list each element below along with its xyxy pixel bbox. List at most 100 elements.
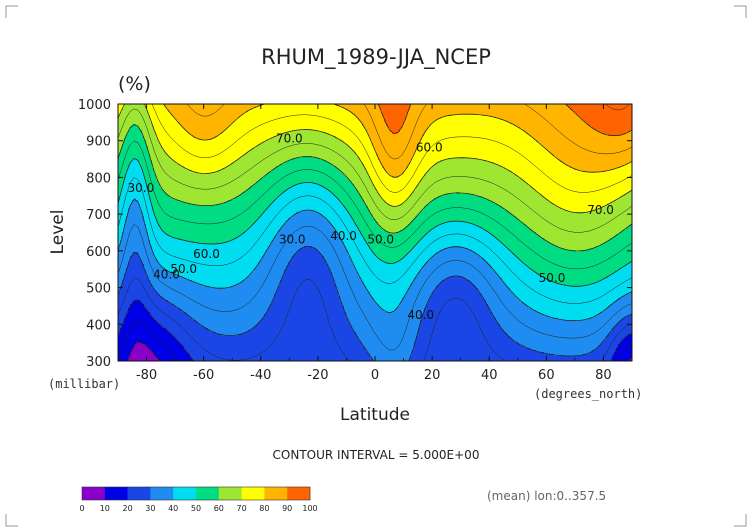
field-cell [122,310,125,313]
field-cell [176,106,179,109]
field-cell [184,256,187,259]
field-cell [174,144,177,147]
field-cell [118,266,121,269]
field-cell [156,216,159,219]
field-cell [134,116,137,119]
field-cell [180,162,183,165]
field-cell [144,286,147,289]
field-cell [122,122,125,125]
field-cell [126,254,129,257]
field-cell [170,222,173,225]
field-cell [126,342,129,345]
field-cell [136,322,139,325]
field-cell [134,202,137,205]
field-cell [136,348,139,351]
field-cell [174,168,177,171]
field-cell [128,228,131,231]
field-cell [176,168,179,171]
field-cell [120,178,123,181]
field-cell [176,180,179,183]
field-cell [188,116,191,119]
field-cell [134,142,137,145]
field-cell [132,326,135,329]
field-cell [152,234,155,237]
field-cell [174,230,177,233]
field-cell [134,296,137,299]
field-cell [130,354,133,357]
field-cell [156,180,159,183]
field-cell [132,248,135,251]
field-cell [126,236,129,239]
field-cell [160,232,163,235]
field-cell [138,208,141,211]
field-cell [164,242,167,245]
field-cell [166,120,169,123]
field-cell [162,248,165,251]
field-cell [152,316,155,319]
field-cell [190,182,193,185]
field-cell [148,288,151,291]
field-cell [142,164,145,167]
field-cell [172,120,175,123]
field-cell [156,286,159,289]
field-cell [178,126,181,129]
field-cell [136,156,139,159]
field-cell [158,166,161,169]
field-cell [148,350,151,353]
field-cell [162,216,165,219]
field-cell [126,330,129,333]
field-cell [118,350,121,353]
field-cell [180,358,183,361]
field-cell [120,210,123,213]
field-cell [140,226,143,229]
field-cell [126,192,129,195]
field-cell [150,130,153,133]
field-cell [138,316,141,319]
field-cell [138,278,141,281]
field-cell [178,302,181,305]
field-cell [142,194,145,197]
field-cell [184,284,187,287]
field-cell [170,314,173,317]
field-cell [148,180,151,183]
field-cell [128,252,131,255]
field-cell [190,350,193,353]
field-cell [162,204,165,207]
field-cell [164,188,167,191]
field-cell [130,334,133,337]
field-cell [148,330,151,333]
field-cell [118,190,121,193]
field-cell [156,264,159,267]
field-cell [118,352,121,355]
field-cell [188,128,191,131]
field-cell [142,300,145,303]
field-cell [122,194,125,197]
field-cell [186,242,189,245]
field-cell [156,204,159,207]
field-cell [120,344,123,347]
field-cell [174,108,177,111]
field-cell [188,318,191,321]
field-cell [172,162,175,165]
field-cell [122,332,125,335]
field-cell [136,274,139,277]
field-cell [124,106,127,109]
field-cell [152,204,155,207]
field-cell [166,326,169,329]
field-cell [120,318,123,321]
field-cell [164,356,167,359]
field-cell [170,336,173,339]
field-cell [162,294,165,297]
field-cell [132,138,135,141]
field-cell [186,250,189,253]
field-cell [184,140,187,143]
field-cell [118,324,121,327]
field-cell [148,328,151,331]
field-cell [148,230,151,233]
field-cell [148,130,151,133]
field-cell [122,300,125,303]
field-cell [180,248,183,251]
field-cell [180,288,183,291]
field-cell [134,272,137,275]
field-cell [192,278,195,281]
